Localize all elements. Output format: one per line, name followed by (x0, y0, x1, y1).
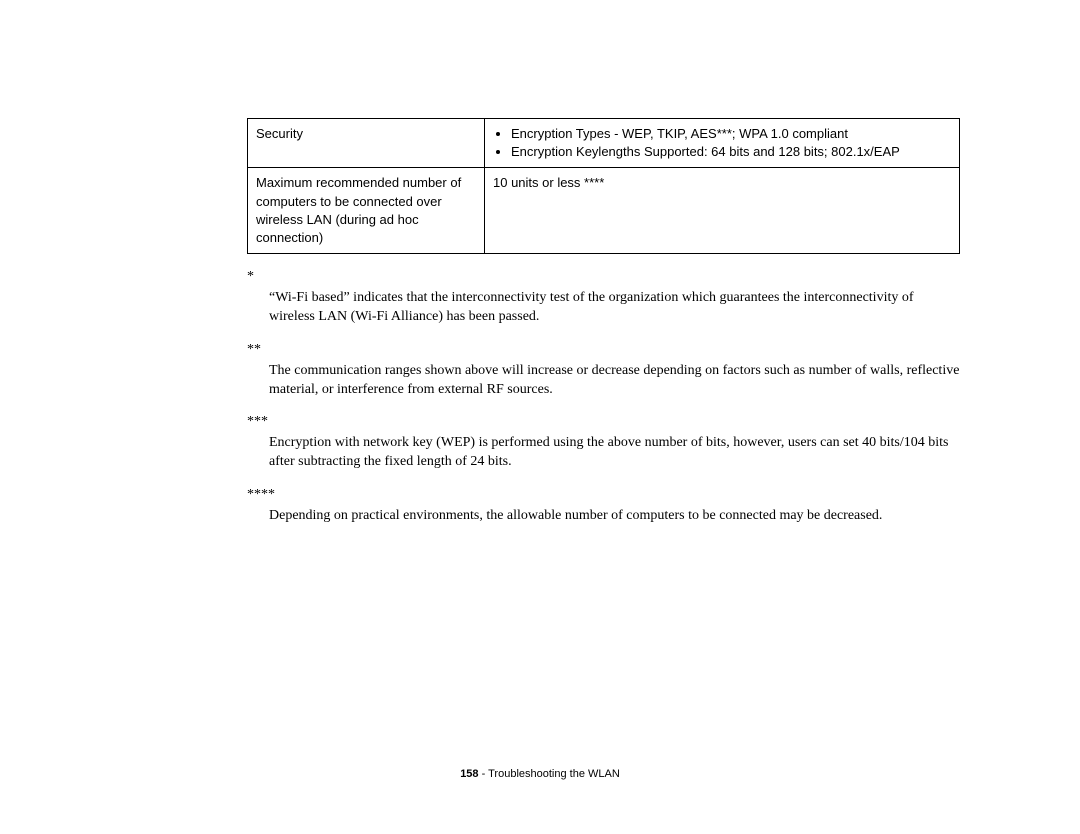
footnote-text: “Wi-Fi based” indicates that the interco… (269, 289, 960, 327)
page-number: 158 (460, 768, 478, 780)
footnote-text: The communication ranges shown above wil… (269, 362, 960, 400)
page-content: Security Encryption Types - WEP, TKIP, A… (0, 0, 1080, 526)
bullet-item: Encryption Keylengths Supported: 64 bits… (511, 143, 951, 161)
footer-sep: - (479, 768, 489, 780)
bullet-list: Encryption Types - WEP, TKIP, AES***; WP… (493, 125, 951, 161)
footnote-text: Encryption with network key (WEP) is per… (269, 434, 960, 472)
row-value: Encryption Types - WEP, TKIP, AES***; WP… (485, 119, 960, 168)
page-footer: 158 - Troubleshooting the WLAN (0, 768, 1080, 780)
footnote-mark: **** (247, 486, 960, 505)
footnote-text: Depending on practical environments, the… (269, 507, 960, 526)
table-row: Maximum recommended number of computers … (248, 168, 960, 254)
spec-table: Security Encryption Types - WEP, TKIP, A… (247, 118, 960, 254)
row-value: 10 units or less **** (485, 168, 960, 254)
table-row: Security Encryption Types - WEP, TKIP, A… (248, 119, 960, 168)
row-label: Maximum recommended number of computers … (248, 168, 485, 254)
bullet-item: Encryption Types - WEP, TKIP, AES***; WP… (511, 125, 951, 143)
footnote-mark: * (247, 268, 960, 287)
footnote-mark: *** (247, 413, 960, 432)
footnotes: * “Wi-Fi based” indicates that the inter… (247, 268, 960, 526)
footnote: **** Depending on practical environments… (247, 486, 960, 526)
footnote: *** Encryption with network key (WEP) is… (247, 413, 960, 472)
row-label: Security (248, 119, 485, 168)
footnote: * “Wi-Fi based” indicates that the inter… (247, 268, 960, 327)
footnote: ** The communication ranges shown above … (247, 341, 960, 400)
footnote-mark: ** (247, 341, 960, 360)
footer-title: Troubleshooting the WLAN (488, 768, 620, 780)
